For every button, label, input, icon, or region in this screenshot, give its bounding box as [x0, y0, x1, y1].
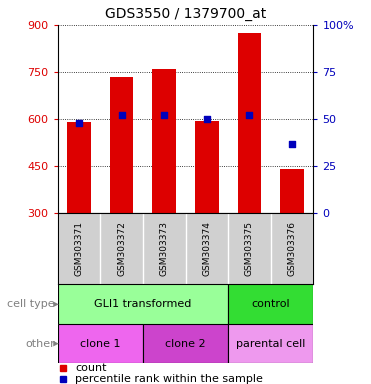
Point	[204, 116, 210, 122]
Point	[247, 112, 253, 118]
Text: parental cell: parental cell	[236, 339, 305, 349]
Text: GSM303372: GSM303372	[117, 221, 126, 276]
Bar	[238, 33, 261, 213]
Text: clone 1: clone 1	[80, 339, 121, 349]
Text: GSM303374: GSM303374	[202, 221, 211, 276]
Title: GDS3550 / 1379700_at: GDS3550 / 1379700_at	[105, 7, 266, 21]
Text: GSM303371: GSM303371	[74, 221, 83, 276]
Bar	[228, 284, 313, 324]
Text: clone 2: clone 2	[165, 339, 206, 349]
Bar	[280, 169, 304, 213]
Text: other: other	[25, 339, 55, 349]
Bar	[58, 284, 228, 324]
Point	[119, 112, 125, 118]
Bar	[67, 122, 91, 213]
Text: count: count	[75, 363, 107, 373]
Point	[76, 120, 82, 126]
Point	[161, 112, 167, 118]
Text: cell type: cell type	[7, 299, 55, 310]
Text: GSM303376: GSM303376	[288, 221, 297, 276]
Point	[289, 141, 295, 147]
Bar	[152, 69, 176, 213]
Text: GLI1 transformed: GLI1 transformed	[94, 299, 191, 310]
Bar	[228, 324, 313, 363]
Bar	[195, 121, 219, 213]
Text: percentile rank within the sample: percentile rank within the sample	[75, 374, 263, 384]
Text: GSM303373: GSM303373	[160, 221, 169, 276]
Bar	[58, 324, 143, 363]
Text: control: control	[252, 299, 290, 310]
Text: GSM303375: GSM303375	[245, 221, 254, 276]
Bar	[110, 77, 133, 213]
Bar	[143, 324, 228, 363]
